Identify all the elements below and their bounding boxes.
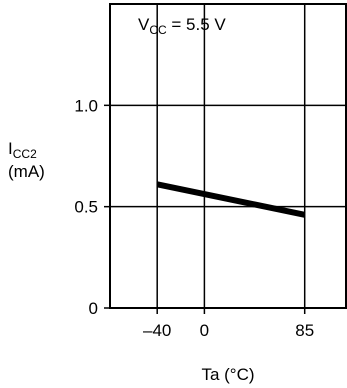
y-tick-label: 1.0 xyxy=(74,96,98,115)
plot-frame xyxy=(109,3,347,309)
vcc-annotation: VCC = 5.5 V xyxy=(138,15,226,37)
y-tick-label: 0 xyxy=(89,299,98,318)
x-tick-label: 85 xyxy=(295,321,314,340)
series-group xyxy=(156,181,306,218)
y-axis-label: ICC2 xyxy=(8,139,37,161)
x-axis-label: Ta (°C) xyxy=(201,365,254,384)
x-tick-label: 0 xyxy=(200,321,209,340)
y-tick-label: 0.5 xyxy=(74,198,98,217)
grid-lines xyxy=(110,4,346,308)
y-axis-unit: (mA) xyxy=(8,162,45,181)
series-line xyxy=(156,181,306,218)
axis-ticks: –40 0 85 0 0.5 1.0 xyxy=(74,96,314,340)
x-tick-label: –40 xyxy=(143,321,171,340)
